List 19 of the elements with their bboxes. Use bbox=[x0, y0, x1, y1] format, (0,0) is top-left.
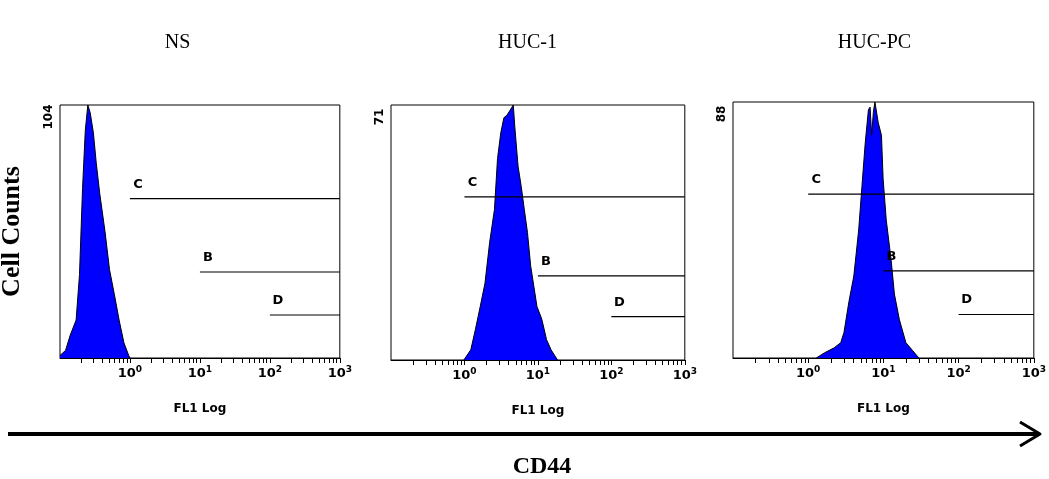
y-axis-title: Cell Counts bbox=[0, 166, 25, 297]
series-label: B bbox=[540, 252, 551, 268]
text: 88 bbox=[714, 105, 728, 123]
series-label: C bbox=[467, 173, 478, 189]
text: 104 bbox=[41, 104, 55, 130]
chart-title: HUC-PC bbox=[837, 30, 912, 52]
x-axis-title: FL1 Log bbox=[173, 401, 227, 415]
text: 71 bbox=[372, 108, 386, 126]
series-label: D bbox=[961, 291, 973, 307]
series-label: D bbox=[272, 291, 284, 307]
x-axis-title: FL1 Log bbox=[511, 403, 565, 417]
chart-title: HUC-1 bbox=[498, 30, 557, 52]
x-axis-title: FL1 Log bbox=[856, 401, 910, 415]
series-label: C bbox=[133, 175, 143, 191]
series-label: C bbox=[811, 171, 821, 187]
text: CD44 bbox=[512, 452, 572, 478]
series-label: D bbox=[613, 293, 625, 309]
series-label: B bbox=[202, 248, 213, 264]
chart-title: NS bbox=[164, 30, 191, 52]
